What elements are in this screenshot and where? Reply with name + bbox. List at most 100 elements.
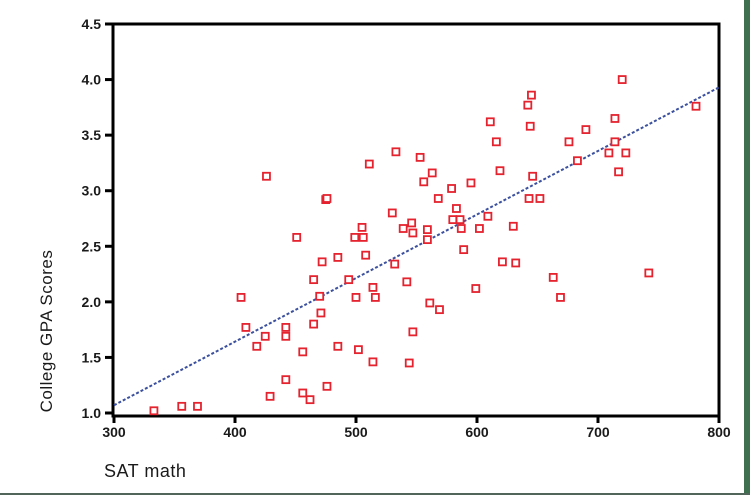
- x-tick-label: 800: [707, 424, 731, 440]
- y-axis-title: College GPA Scores: [37, 249, 56, 413]
- data-point: [556, 293, 565, 302]
- page-bottom-border: [0, 492, 750, 495]
- x-axis-title: SAT math: [104, 461, 187, 481]
- data-point: [357, 222, 367, 232]
- data-point: [455, 215, 465, 225]
- data-point: [525, 121, 535, 131]
- data-point: [364, 159, 374, 169]
- data-point: [309, 275, 319, 285]
- data-point: [581, 125, 591, 134]
- data-point: [177, 401, 187, 411]
- data-point: [354, 345, 363, 355]
- data-point: [193, 401, 202, 411]
- data-point: [456, 224, 466, 233]
- data-point: [610, 137, 620, 147]
- data-point: [452, 204, 461, 213]
- data-point: [315, 291, 325, 301]
- data-point: [333, 341, 343, 351]
- data-point: [281, 331, 291, 341]
- data-point: [298, 388, 308, 398]
- data-point: [322, 381, 332, 391]
- data-point: [390, 259, 400, 269]
- data-point: [535, 194, 545, 203]
- x-tick-label: 500: [344, 424, 368, 440]
- data-point: [448, 215, 458, 225]
- data-point: [350, 232, 360, 242]
- data-point: [425, 298, 435, 308]
- fit-line: [113, 86, 720, 407]
- data-point: [523, 100, 533, 110]
- data-point: [564, 137, 574, 147]
- data-point: [466, 178, 476, 188]
- y-tick-label: 1.5: [82, 349, 102, 365]
- data-point: [691, 101, 701, 111]
- data-point: [471, 284, 481, 293]
- x-tick-label: 300: [102, 424, 126, 440]
- data-point: [317, 257, 327, 267]
- data-point: [475, 224, 484, 233]
- data-point: [495, 166, 505, 176]
- data-point: [281, 323, 291, 332]
- data-point: [149, 406, 159, 416]
- y-tick-label: 2.0: [82, 294, 102, 310]
- data-point: [610, 114, 620, 123]
- x-tick-label: 600: [465, 424, 489, 440]
- data-point: [459, 245, 469, 255]
- data-point: [617, 75, 627, 84]
- data-point: [433, 194, 443, 203]
- data-point: [483, 211, 493, 221]
- data-point: [427, 168, 437, 178]
- data-point: [527, 90, 536, 100]
- data-point: [408, 327, 418, 337]
- data-point: [391, 147, 401, 157]
- data-point: [358, 232, 368, 242]
- data-point: [344, 275, 354, 285]
- data-point: [447, 184, 456, 193]
- data-point: [252, 341, 262, 351]
- data-point: [309, 319, 319, 329]
- data-point: [419, 177, 429, 187]
- data-point: [398, 224, 408, 233]
- data-point: [485, 117, 495, 127]
- data-point: [644, 268, 654, 278]
- data-point: [368, 283, 378, 292]
- y-tick-label: 3.0: [82, 183, 102, 199]
- y-tick-label: 4.0: [82, 72, 102, 88]
- data-point: [404, 358, 414, 368]
- data-point: [422, 225, 432, 235]
- data-point: [415, 152, 425, 162]
- data-point: [498, 257, 507, 267]
- data-point: [265, 391, 275, 401]
- data-point: [511, 258, 521, 268]
- data-point: [292, 232, 302, 242]
- plot-frame: [111, 22, 721, 418]
- data-point: [614, 167, 623, 177]
- data-point: [333, 252, 343, 262]
- data-point: [351, 293, 361, 302]
- data-point: [548, 273, 558, 282]
- data-point: [621, 148, 631, 158]
- data-point: [322, 194, 332, 203]
- data-point: [361, 250, 371, 260]
- data-point: [604, 148, 614, 158]
- data-point: [407, 218, 417, 228]
- page-right-border: [744, 0, 750, 495]
- y-tick-label: 3.5: [82, 127, 102, 143]
- data-point: [402, 277, 412, 287]
- x-tick-label: 400: [223, 424, 247, 440]
- data-point: [260, 331, 270, 341]
- y-tick-label: 2.5: [82, 238, 102, 254]
- data-point: [281, 375, 291, 385]
- data-point: [491, 137, 501, 147]
- y-tick-label: 1.0: [82, 405, 102, 421]
- data-point: [435, 305, 444, 315]
- data-point: [298, 347, 308, 357]
- data-point: [387, 208, 397, 218]
- data-point: [370, 293, 380, 302]
- data-point: [508, 221, 518, 231]
- data-point: [368, 357, 378, 367]
- data-point: [241, 323, 251, 332]
- data-point: [528, 171, 538, 181]
- data-point: [408, 228, 418, 238]
